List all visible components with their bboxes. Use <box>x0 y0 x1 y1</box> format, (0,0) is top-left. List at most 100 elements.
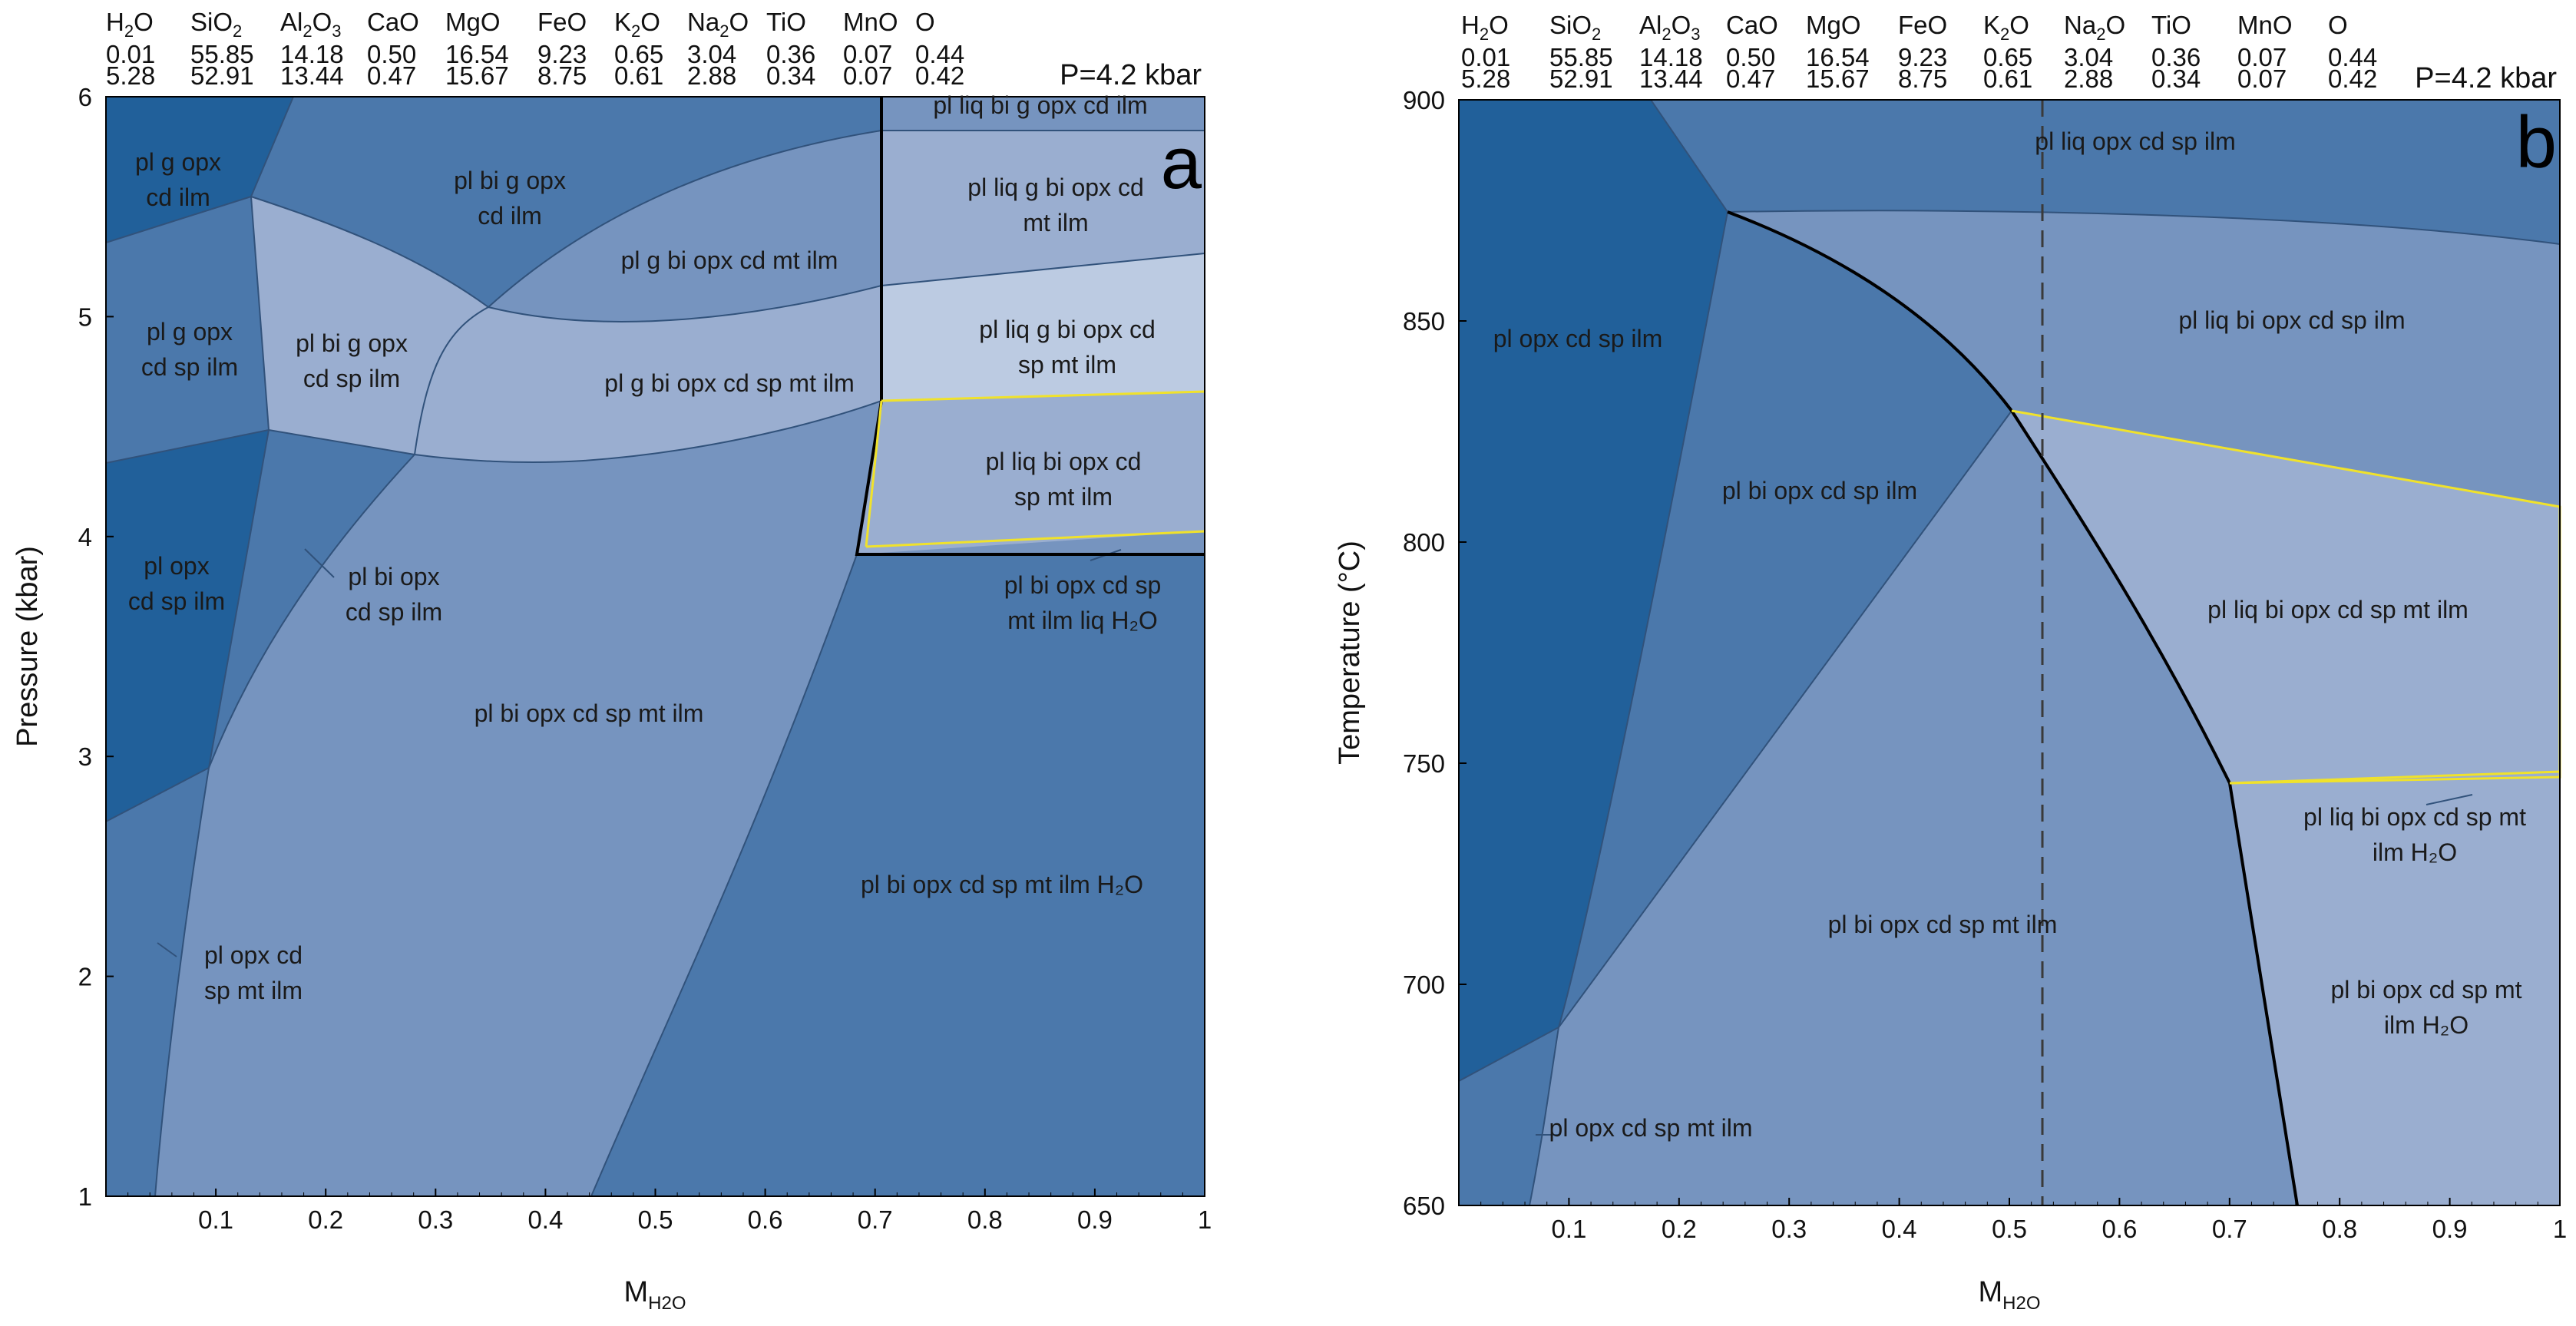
a-field-label: pl bi g opx cd sp ilm <box>296 329 408 392</box>
a-field-pl-opx-cd-sp-mt-ilm <box>106 768 209 1196</box>
b-comp-row1-value: 0.44 <box>2328 43 2377 71</box>
a-field-pl-bi-g-opx-cd-ilm <box>251 97 881 307</box>
a-field-labels: pl g opx cd ilm pl bi g opx cd ilm pl liq bi… <box>128 91 1161 1004</box>
b-comp-row2-value: 2.88 <box>2064 64 2113 93</box>
a-field-label: pl liq bi g opx cd ilm <box>933 91 1147 119</box>
a-comp-row1-value: 0.36 <box>766 40 815 68</box>
panel-b-fields <box>1458 99 2561 1206</box>
b-axes: 0.1 0.2 0.3 0.4 0.5 0.6 0.7 0.8 0.9 1 650 700 750 800… <box>1334 86 2567 1314</box>
b-x-tick-label: 0.5 <box>1992 1215 2027 1243</box>
a-comp-row2-value: 15.67 <box>445 61 509 90</box>
a-field-label: pl liq g bi opx cd sp mt ilm <box>979 316 1155 379</box>
a-comp-row2-value: 8.75 <box>537 61 587 90</box>
a-comp-row2-value: 0.07 <box>843 61 892 90</box>
b-comp-row2-value: 5.28 <box>1461 64 1510 93</box>
a-comp-row1-value: 16.54 <box>445 40 509 68</box>
b-oxide-label: SiO2 <box>1549 11 1601 44</box>
b-field-pl-liq-opx-cd-sp-ilm <box>1651 100 2560 244</box>
b-field-pl-bi-opx-cd-sp-mt-ilm <box>1529 411 2297 1205</box>
b-x-tick-label: 0.6 <box>2101 1215 2137 1243</box>
b-field-labels: pl liq opx cd sp ilm pl opx cd sp ilm pl l… <box>1493 127 2526 1142</box>
a-comp-row1-value: 0.50 <box>367 40 416 68</box>
b-comp-row1-value: 0.07 <box>2237 43 2287 71</box>
b-oxide-label: O <box>2328 11 2348 39</box>
panel-a-fields <box>105 96 1205 1197</box>
a-x-tick-label: 0.5 <box>638 1205 673 1234</box>
b-comp-row1-value: 0.01 <box>1461 43 1510 71</box>
b-oxide-label: MgO <box>1806 11 1861 39</box>
b-x-tick-label: 0.9 <box>2432 1215 2468 1243</box>
b-oxide-label: Al2O3 <box>1639 11 1701 44</box>
a-comp-row1-value: 9.23 <box>537 40 587 68</box>
a-comp-row2-value: 0.34 <box>766 61 815 90</box>
b-field-pl-bi-opx-cd-sp-ilm <box>1559 212 2012 1027</box>
b-comp-row1-value: 0.50 <box>1726 43 1775 71</box>
a-x-tick-label: 0.3 <box>418 1205 453 1234</box>
b-field-pl-opx-cd-sp-mt-ilm <box>1459 1027 1559 1205</box>
a-comp-row1-value: 0.01 <box>106 40 155 68</box>
a-field-pl-liq-g-bi-opx-cd-sp-mt-ilm <box>881 253 1205 401</box>
b-panel-letter: b <box>2516 101 2557 184</box>
b-x-tick-label: 1 <box>2553 1215 2567 1243</box>
b-field-pl-bi-opx-cd-sp-mt-ilm-h2o <box>2230 777 2560 1205</box>
a-comp-row2-value: 0.47 <box>367 61 416 90</box>
a-x-tick-label: 0.9 <box>1077 1205 1113 1234</box>
b-y-tick-label: 800 <box>1403 528 1445 557</box>
b-field-label: pl liq opx cd sp ilm <box>2035 127 2235 155</box>
a-y-tick-label: 1 <box>78 1182 92 1211</box>
a-x-tick-label: 0.7 <box>858 1205 893 1234</box>
a-field-pl-opx-cd-sp-ilm <box>106 430 269 822</box>
b-comp-row2-value: 52.91 <box>1549 64 1613 93</box>
a-field-pl-g-bi-opx-cd-sp-mt-ilm <box>415 286 881 463</box>
a-field-label: pl g bi opx cd sp mt ilm <box>604 369 854 397</box>
a-oxide-label: TiO <box>766 8 806 36</box>
b-field-label: pl liq bi opx cd sp mt ilm <box>2207 596 2469 623</box>
a-field-label: pl g opx cd ilm <box>135 148 221 211</box>
a-oxide-label: MnO <box>843 8 898 36</box>
panel-a: pl g opx cd ilm pl bi g opx cd ilm pl liq bi… <box>12 8 1212 1314</box>
b-thin-boundaries <box>1458 99 2561 1206</box>
a-comp-row1-value: 0.65 <box>614 40 663 68</box>
b-comp-row1-value: 3.04 <box>2064 43 2113 71</box>
b-comp-row2-value: 0.42 <box>2328 64 2377 93</box>
a-field-label: pl opx cd sp ilm <box>128 552 225 615</box>
a-field-label: pl g opx cd sp ilm <box>141 318 238 381</box>
a-comp-row2-value: 0.42 <box>915 61 964 90</box>
a-pressure-title: P=4.2 kbar <box>1060 59 1202 91</box>
a-field-pl-bi-opx-cd-sp-mt-ilm-h2o <box>591 554 1205 1196</box>
a-panel-letter: a <box>1161 122 1202 204</box>
a-field-label: pl liq bi opx cd sp mt ilm <box>986 448 1142 511</box>
a-comp-row1-value: 0.44 <box>915 40 964 68</box>
b-oxide-label: CaO <box>1726 11 1778 39</box>
b-oxide-label: Na2O <box>2064 11 2125 44</box>
b-comp-row1-value: 0.36 <box>2151 43 2201 71</box>
b-x-tick-label: 0.3 <box>1771 1215 1807 1243</box>
b-y-tick-label: 850 <box>1403 307 1445 336</box>
b-oxide-label: FeO <box>1898 11 1947 39</box>
a-y-tick-label: 3 <box>78 742 92 771</box>
a-field-label: pl bi g opx cd ilm <box>454 167 566 230</box>
b-field-label: pl bi opx cd sp ilm <box>1722 477 1917 504</box>
a-comp-row2-value: 5.28 <box>106 61 155 90</box>
b-oxide-label: H2O <box>1461 11 1509 44</box>
b-comp-row1-value: 0.65 <box>1983 43 2032 71</box>
b-field-label: pl bi opx cd sp mt ilm <box>1828 911 2058 938</box>
b-oxide-label: TiO <box>2151 11 2191 39</box>
b-x-tick-label: 0.1 <box>1551 1215 1586 1243</box>
a-comp-row1-value: 14.18 <box>280 40 344 68</box>
a-field-pl-liq-bi-opx-cd-sp-mt-ilm <box>857 392 1205 554</box>
a-field-label: pl bi opx cd sp mt ilm <box>475 699 704 727</box>
panel-b: pl liq opx cd sp ilm pl opx cd sp ilm pl l… <box>1334 11 2567 1314</box>
a-comp-row2-value: 52.91 <box>190 61 254 90</box>
a-oxide-label: MgO <box>445 8 501 36</box>
a-x-tick-label: 0.2 <box>308 1205 343 1234</box>
a-thin-boundaries <box>105 96 1205 1197</box>
a-oxide-label: CaO <box>367 8 419 36</box>
a-field-label: pl liq g bi opx cd mt ilm <box>967 174 1143 236</box>
a-oxide-label: H2O <box>106 8 154 41</box>
b-x-tick-label: 0.8 <box>2322 1215 2357 1243</box>
a-comp-row2-value: 0.61 <box>614 61 663 90</box>
b-pressure-title: P=4.2 kbar <box>2415 62 2557 94</box>
a-field-label: pl bi opx cd sp mt ilm liq H₂O <box>1004 571 1162 634</box>
